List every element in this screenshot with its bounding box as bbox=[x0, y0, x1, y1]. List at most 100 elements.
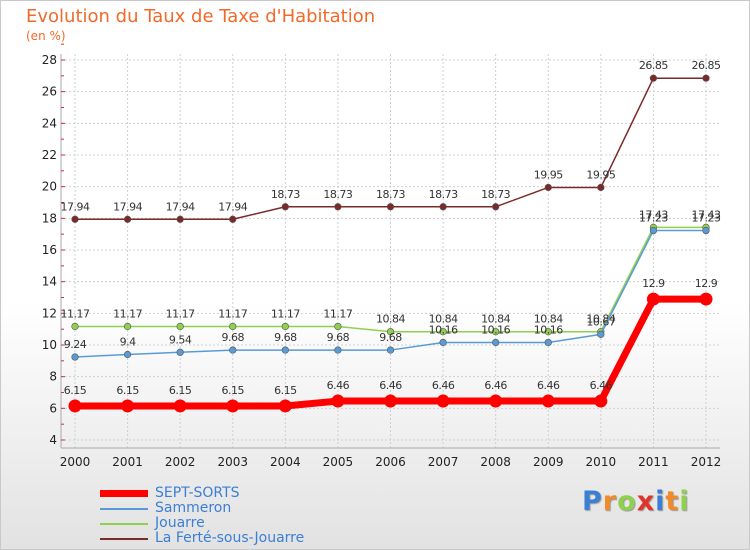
data-label: 10.84 bbox=[481, 313, 510, 326]
data-point bbox=[386, 346, 395, 354]
logo-letter: o bbox=[617, 486, 637, 517]
data-point bbox=[594, 394, 608, 408]
data-label: 17.43 bbox=[692, 208, 721, 221]
x-tick-label: 2008 bbox=[480, 455, 511, 469]
data-point bbox=[176, 215, 184, 223]
y-tick-label: 8 bbox=[49, 370, 57, 384]
data-label: 11.17 bbox=[271, 307, 300, 320]
data-point bbox=[492, 203, 500, 211]
data-point bbox=[386, 328, 395, 336]
data-point bbox=[226, 399, 240, 413]
data-label: 11.17 bbox=[113, 307, 142, 320]
data-point bbox=[386, 203, 395, 211]
x-tick-label: 2011 bbox=[638, 455, 669, 469]
data-point bbox=[702, 226, 710, 235]
data-label: 6.15 bbox=[222, 384, 245, 397]
y-tick-label: 24 bbox=[42, 116, 57, 130]
y-tick-label: 28 bbox=[42, 53, 57, 67]
data-label: 18.73 bbox=[376, 188, 405, 201]
data-point bbox=[71, 215, 79, 223]
data-point bbox=[492, 328, 500, 336]
data-label: 9.68 bbox=[274, 331, 297, 344]
x-tick-label: 2003 bbox=[217, 455, 248, 469]
data-label: 9.4 bbox=[120, 336, 136, 349]
x-tick-label: 2006 bbox=[375, 455, 406, 469]
data-label: 10.16 bbox=[481, 323, 510, 336]
data-point bbox=[71, 322, 79, 331]
data-label: 9.68 bbox=[222, 331, 245, 344]
data-label: 19.95 bbox=[586, 168, 615, 181]
data-point bbox=[176, 348, 184, 356]
data-point bbox=[123, 215, 132, 223]
data-label: 12.9 bbox=[642, 277, 665, 290]
data-point bbox=[597, 183, 605, 192]
data-point bbox=[699, 292, 713, 306]
data-point bbox=[121, 399, 135, 413]
data-point bbox=[278, 399, 292, 413]
data-point bbox=[334, 322, 342, 331]
y-tick-label: 12 bbox=[42, 306, 57, 320]
data-label: 6.46 bbox=[379, 379, 402, 392]
data-label: 18.73 bbox=[481, 188, 510, 201]
logo-letter: i bbox=[655, 486, 666, 517]
data-label: 10.84 bbox=[376, 313, 405, 326]
legend-label: La Ferté-sous-Jouarre bbox=[155, 530, 305, 546]
logo-letter: i bbox=[679, 486, 690, 517]
data-label: 9.68 bbox=[379, 331, 402, 344]
data-point bbox=[68, 399, 82, 413]
data-label: 6.46 bbox=[484, 379, 507, 392]
data-label: 6.15 bbox=[169, 384, 192, 397]
data-label: 10.84 bbox=[429, 313, 458, 326]
x-tick-label: 2009 bbox=[533, 455, 564, 469]
data-point bbox=[173, 399, 187, 413]
data-point bbox=[334, 203, 342, 211]
data-label: 17.94 bbox=[218, 200, 247, 213]
legend-label: Sammeron bbox=[155, 500, 232, 516]
data-point bbox=[544, 183, 552, 192]
data-label: 17.23 bbox=[692, 212, 721, 225]
data-label: 18.73 bbox=[323, 188, 352, 201]
data-point bbox=[384, 394, 397, 408]
data-label: 18.73 bbox=[271, 188, 300, 201]
data-label: 10.16 bbox=[429, 323, 458, 336]
data-point bbox=[649, 74, 658, 82]
x-tick-label: 2000 bbox=[60, 455, 91, 469]
legend-label: SEPT-SORTS bbox=[155, 485, 240, 501]
data-label: 11.17 bbox=[323, 307, 352, 320]
data-label: 11.17 bbox=[218, 307, 247, 320]
data-label: 6.46 bbox=[327, 379, 350, 392]
data-point bbox=[439, 203, 447, 211]
data-point bbox=[281, 346, 289, 354]
logo-letter: r bbox=[602, 486, 618, 517]
data-label: 10.84 bbox=[586, 313, 615, 326]
data-point bbox=[544, 328, 552, 336]
data-label: 18.73 bbox=[429, 188, 458, 201]
data-label: 6.46 bbox=[590, 379, 613, 392]
data-label: 10.84 bbox=[534, 313, 563, 326]
legend-label: Jouarre bbox=[155, 515, 205, 531]
y-tick-label: 4 bbox=[49, 433, 57, 447]
y-tick-label: 6 bbox=[49, 401, 57, 415]
data-label: 6.15 bbox=[64, 384, 87, 397]
legend-swatch bbox=[100, 490, 148, 497]
y-tick-label: 14 bbox=[42, 275, 57, 289]
data-point bbox=[229, 346, 237, 354]
data-point bbox=[541, 394, 555, 408]
data-point bbox=[123, 322, 132, 331]
x-tick-label: 2001 bbox=[112, 455, 143, 469]
y-tick-label: 22 bbox=[42, 148, 57, 162]
proxiti-logo: Proxiti bbox=[582, 486, 690, 517]
data-point bbox=[331, 394, 345, 408]
data-label: 6.46 bbox=[537, 379, 560, 392]
data-point bbox=[439, 338, 447, 347]
data-point bbox=[123, 350, 132, 359]
data-label: 26.85 bbox=[639, 59, 668, 72]
x-tick-label: 2004 bbox=[270, 455, 301, 469]
data-label: 17.23 bbox=[639, 212, 668, 225]
legend-swatch bbox=[100, 538, 148, 540]
data-label: 6.46 bbox=[432, 379, 455, 392]
y-tick-label: 26 bbox=[42, 85, 57, 99]
y-tick-label: 16 bbox=[42, 243, 57, 257]
y-tick-label: 10 bbox=[42, 338, 57, 352]
data-point bbox=[544, 338, 552, 347]
